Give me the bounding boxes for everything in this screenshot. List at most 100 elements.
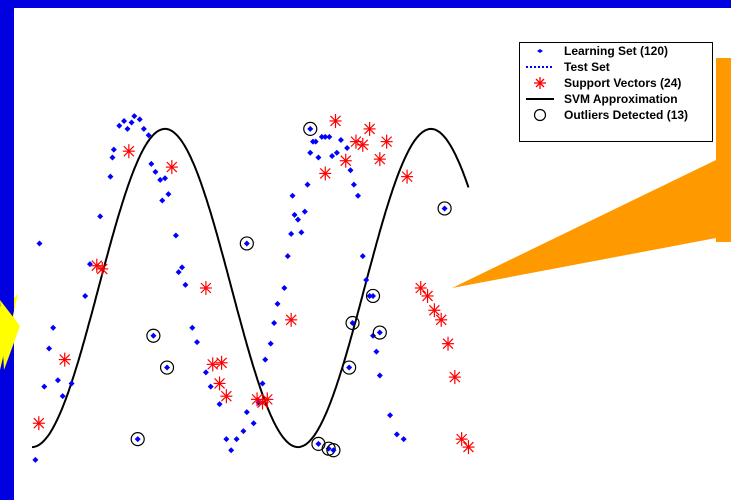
learning-point — [289, 192, 296, 199]
learning-point — [393, 431, 400, 438]
support-vector-point — [285, 312, 298, 327]
support-vector-point — [401, 169, 414, 184]
learning-point — [298, 229, 305, 236]
support-vector-point — [363, 121, 376, 136]
learning-point — [182, 281, 189, 288]
support-vector-point — [380, 134, 393, 149]
support-vector-point — [122, 144, 135, 159]
legend-dot-icon — [537, 49, 543, 53]
learning-point — [165, 191, 172, 198]
learning-point — [223, 436, 230, 443]
learning-point — [161, 175, 168, 182]
learning-point — [228, 447, 235, 454]
legend-item-support-vectors: Support Vectors (24) — [520, 75, 712, 91]
legend-label: SVM Approximation — [564, 92, 678, 106]
support-vector-point — [261, 392, 274, 407]
svm-approximation-curve — [31, 127, 470, 449]
support-vector-point — [448, 370, 461, 385]
outlier-point — [303, 121, 318, 137]
learning-point — [207, 383, 214, 390]
learning-point — [110, 146, 117, 153]
support-vector-point — [329, 113, 342, 128]
outlier-point — [326, 443, 341, 458]
learning-point — [267, 340, 274, 347]
outlier-point — [130, 432, 145, 447]
legend-item-test-set: Test Set — [520, 59, 712, 75]
learning-point — [312, 138, 319, 145]
learning-point — [128, 119, 135, 126]
learning-point — [315, 154, 322, 161]
learning-point — [344, 145, 351, 151]
support-vector-point — [339, 153, 352, 168]
learning-point — [82, 292, 89, 299]
outlier-point — [437, 201, 452, 216]
support-vector-point — [462, 440, 475, 455]
learning-point — [373, 348, 380, 355]
learning-point — [281, 285, 288, 291]
learning-point — [354, 192, 361, 199]
learning-point — [329, 152, 336, 159]
support-vector-point — [199, 281, 212, 295]
outlier-point — [239, 236, 254, 251]
legend: Learning Set (120) Test Set Support Vect… — [519, 42, 713, 142]
learning-point — [271, 320, 278, 326]
legend-label: Test Set — [564, 60, 610, 74]
learning-point — [131, 113, 138, 120]
learning-point — [216, 401, 223, 408]
learning-point — [194, 339, 201, 346]
legend-label: Support Vectors (24) — [564, 76, 682, 90]
learning-point — [109, 154, 116, 161]
support-vector-point — [96, 261, 109, 276]
learning-point — [124, 125, 131, 132]
learning-point — [243, 409, 250, 416]
learning-point — [189, 324, 196, 331]
learning-point — [116, 122, 123, 129]
outlier-point — [159, 360, 175, 375]
learning-point — [363, 277, 370, 284]
support-vector-point — [206, 357, 219, 372]
learning-point — [359, 253, 366, 260]
learning-point — [50, 324, 57, 331]
learning-point — [301, 208, 308, 215]
learning-point — [400, 436, 407, 443]
learning-point — [291, 211, 298, 218]
support-vector-point — [58, 352, 71, 367]
support-vector-point — [435, 312, 448, 327]
learning-point — [259, 380, 266, 387]
support-vector-point — [356, 137, 369, 152]
scatter-plot — [31, 113, 475, 463]
learning-point — [274, 300, 281, 307]
learning-point — [107, 173, 114, 180]
outlier-point — [365, 288, 381, 304]
learning-point — [97, 213, 104, 220]
learning-point — [159, 197, 166, 204]
learning-point — [376, 372, 383, 379]
learning-point — [152, 168, 159, 175]
learning-point — [250, 420, 257, 427]
learning-point — [262, 356, 269, 363]
support-vector-point — [213, 376, 226, 391]
learning-point — [307, 149, 314, 156]
learning-point — [46, 345, 53, 352]
learning-point — [304, 181, 311, 188]
learning-point — [288, 230, 295, 237]
support-vector-point — [414, 281, 427, 295]
learning-point — [175, 269, 182, 276]
legend-asterisk-icon — [534, 77, 546, 89]
legend-dotted-line-icon — [526, 66, 554, 68]
learning-point — [172, 232, 179, 239]
learning-point — [240, 428, 247, 435]
outlier-point — [311, 436, 326, 452]
learning-point — [140, 125, 147, 132]
learning-point — [41, 383, 48, 390]
learning-point — [333, 149, 340, 156]
learning-point — [284, 253, 291, 260]
learning-point — [121, 117, 128, 124]
learning-point — [337, 137, 344, 144]
support-vector-point — [165, 160, 178, 175]
learning-point — [322, 133, 329, 140]
learning-point — [179, 264, 186, 271]
learning-point — [59, 393, 66, 400]
learning-point — [202, 369, 209, 376]
outlier-point — [372, 325, 387, 340]
